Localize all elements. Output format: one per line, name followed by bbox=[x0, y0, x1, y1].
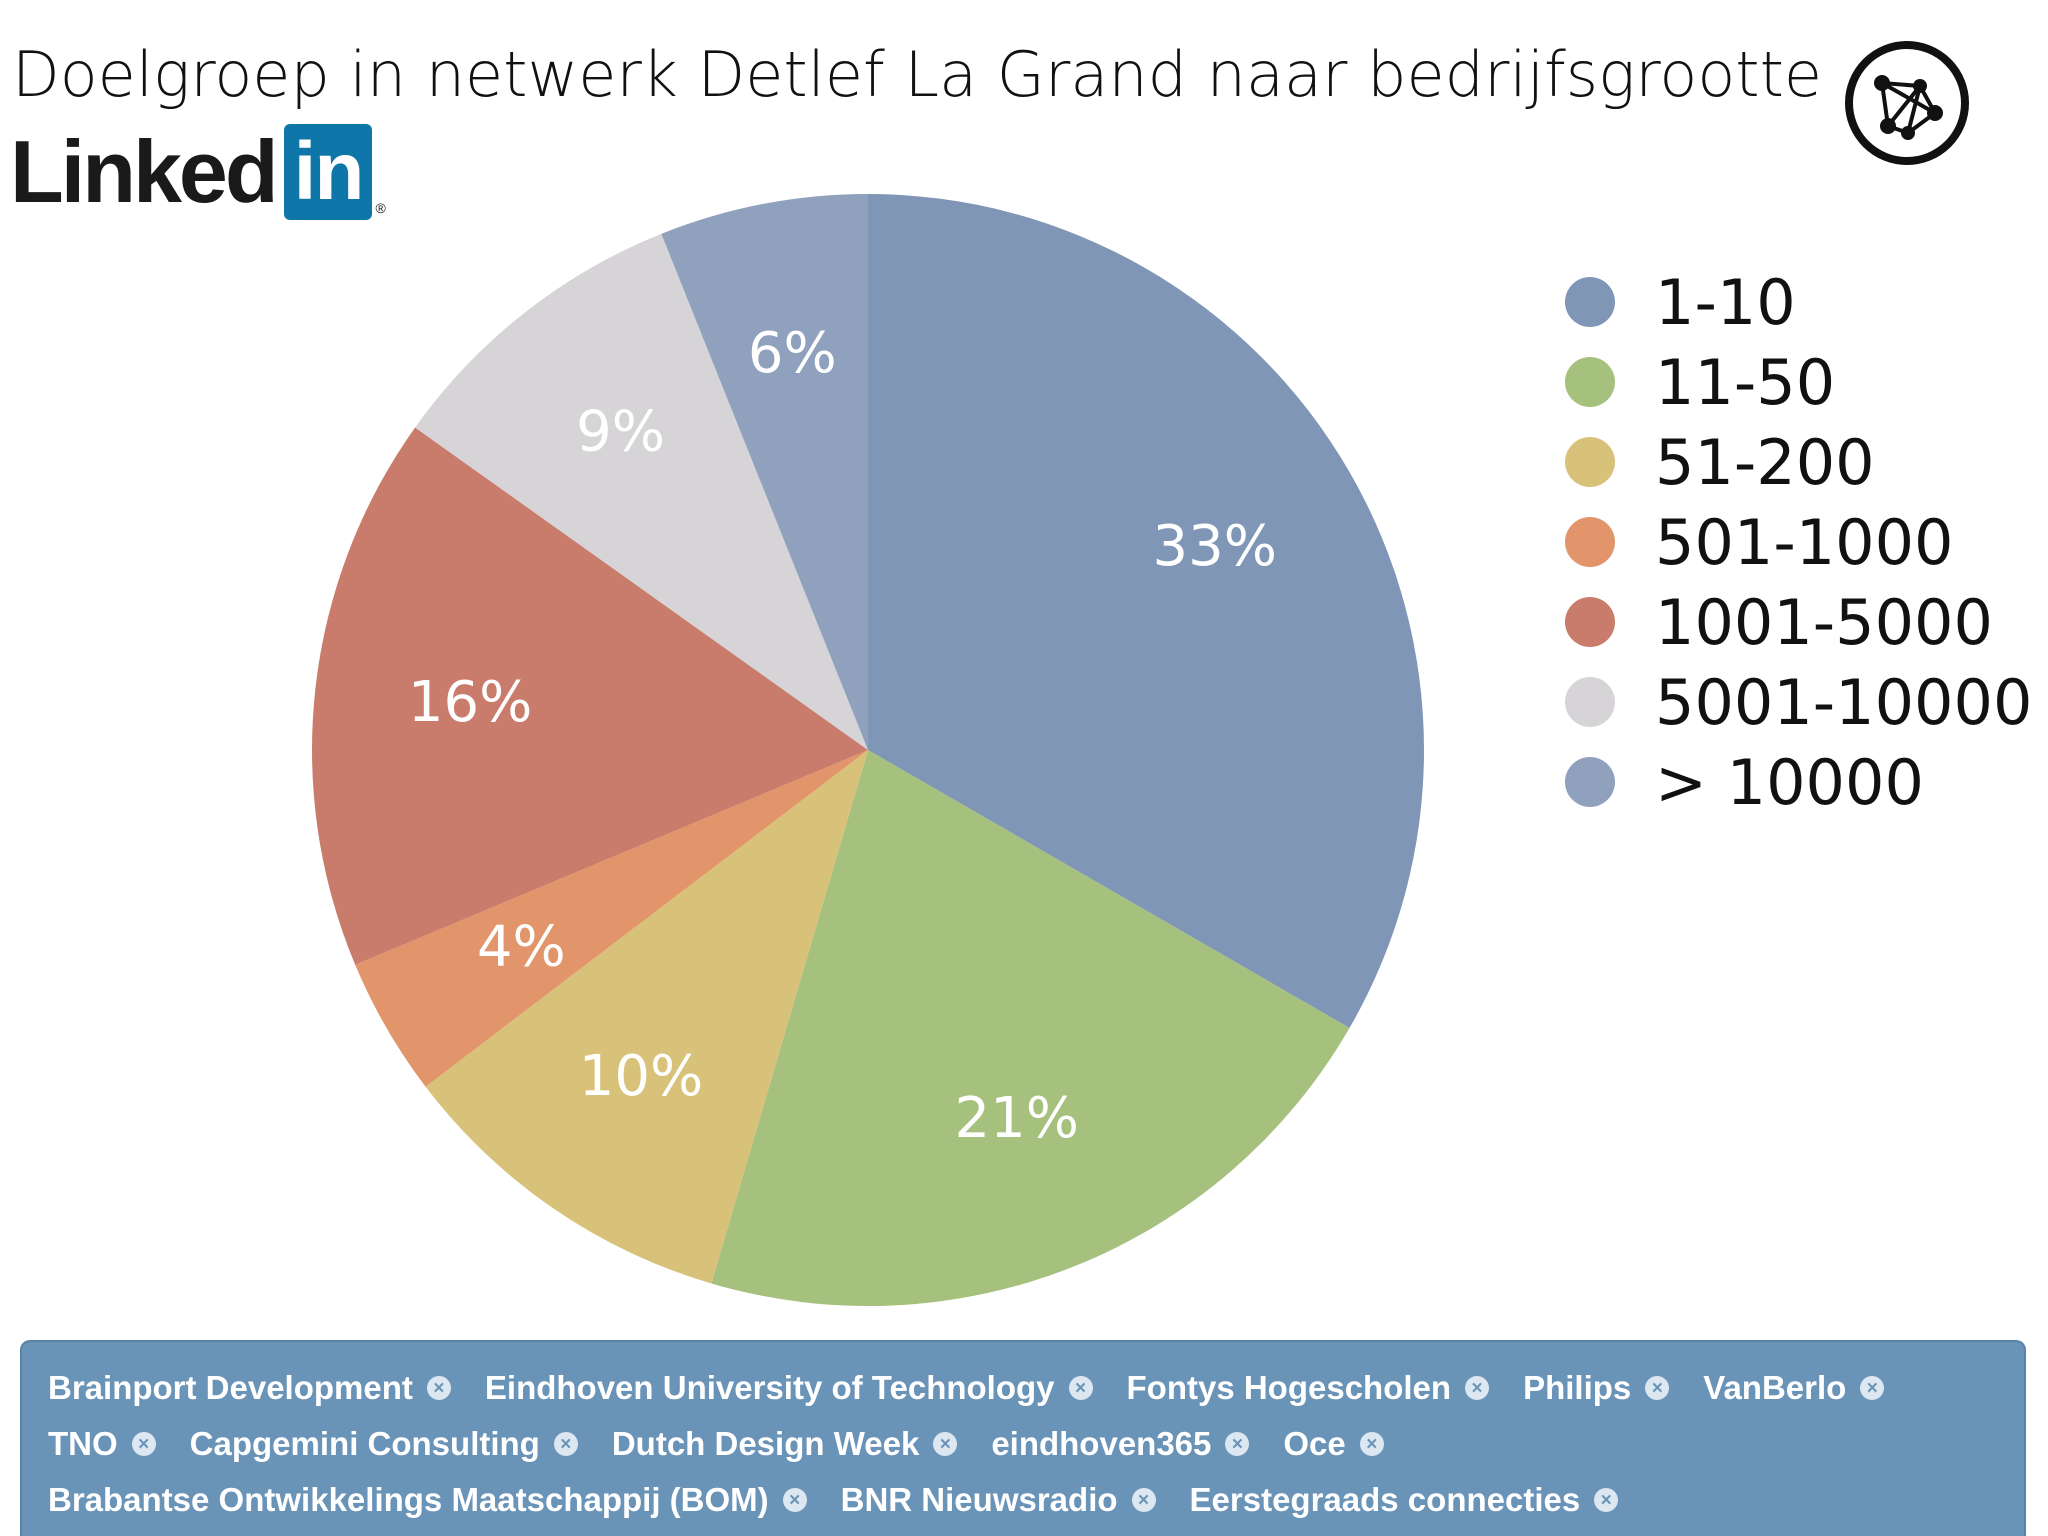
close-icon[interactable]: × bbox=[426, 1376, 451, 1400]
linkedin-logo-word: Linked bbox=[10, 122, 279, 221]
filter-row: TNO × Capgemini Consulting × Dutch Design We… bbox=[48, 1416, 2000, 1472]
close-icon[interactable]: × bbox=[1131, 1488, 1156, 1512]
filter-chip[interactable]: Eerstegraads connecties × bbox=[1190, 1481, 1619, 1519]
legend-swatch bbox=[1565, 277, 1615, 327]
filter-chip-label: Brainport Development bbox=[48, 1369, 413, 1406]
filter-chip-label: Oce bbox=[1283, 1425, 1346, 1462]
filter-chip-label: BNR Nieuwsradio bbox=[840, 1481, 1118, 1518]
linkedin-logo-registered: ® bbox=[375, 200, 386, 216]
legend-item: 11-50 bbox=[1565, 342, 2032, 422]
legend: 1-10 11-50 51-200 501-1000 1001-5000 5001-100… bbox=[1565, 262, 2032, 822]
pie-slice-5001-10000 bbox=[415, 233, 868, 751]
filter-chip[interactable]: Philips × bbox=[1523, 1369, 1670, 1407]
close-icon[interactable]: × bbox=[1359, 1432, 1384, 1456]
filter-chip[interactable]: VanBerlo × bbox=[1703, 1369, 1885, 1407]
legend-item: 1-10 bbox=[1565, 262, 2032, 342]
legend-item: 501-1000 bbox=[1565, 502, 2032, 582]
linkedin-logo-in: in bbox=[283, 124, 373, 220]
pie-labels: 33% 21% 10%4% 16% 9% 6% bbox=[408, 321, 1277, 1151]
filter-chip[interactable]: Oce × bbox=[1283, 1425, 1384, 1463]
close-icon[interactable]: × bbox=[933, 1432, 958, 1456]
pie-slice-label: 4% bbox=[477, 914, 566, 979]
legend-item: > 10000 bbox=[1565, 742, 2032, 822]
legend-swatch bbox=[1565, 757, 1615, 807]
pie-slices bbox=[312, 194, 1424, 1307]
filter-chip-label: TNO bbox=[48, 1425, 118, 1462]
pie-slice-51-200 bbox=[425, 750, 868, 1284]
legend-item: 1001-5000 bbox=[1565, 582, 2032, 662]
page-title: Doelgroep in netwerk Detlef La Grand naa… bbox=[12, 38, 1823, 111]
pie-slice-label: 10% bbox=[579, 1044, 703, 1109]
close-icon[interactable]: × bbox=[553, 1432, 578, 1456]
filter-chip-label: Philips bbox=[1523, 1369, 1632, 1406]
filter-chip[interactable]: Dutch Design Week × bbox=[611, 1425, 958, 1463]
filter-chip-label: Eindhoven University of Technology bbox=[484, 1369, 1055, 1406]
close-icon[interactable]: × bbox=[1465, 1376, 1490, 1400]
filter-chip[interactable]: Capgemini Consulting × bbox=[190, 1425, 578, 1463]
filter-chip-label: Dutch Design Week bbox=[611, 1425, 920, 1462]
filter-chip[interactable]: BNR Nieuwsradio × bbox=[841, 1481, 1156, 1519]
filter-row: Brabantse Ontwikkelings Maatschappij (BO… bbox=[48, 1472, 2000, 1528]
filter-chip-label: VanBerlo bbox=[1703, 1369, 1847, 1406]
pie-slice-11-50 bbox=[711, 750, 1350, 1307]
legend-swatch bbox=[1565, 597, 1615, 647]
legend-label: 51-200 bbox=[1655, 425, 1875, 499]
filter-chip[interactable]: Fontys Hogescholen × bbox=[1127, 1369, 1490, 1407]
pie-slice-label: 21% bbox=[955, 1086, 1079, 1151]
pie-slice-1001-5000 bbox=[312, 427, 869, 965]
filter-chip-label: Fontys Hogescholen bbox=[1126, 1369, 1452, 1406]
pie-slice-label: 16% bbox=[408, 670, 532, 735]
filter-chip-label: eindhoven365 bbox=[991, 1425, 1212, 1462]
close-icon[interactable]: × bbox=[1594, 1488, 1619, 1512]
legend-label: 1-10 bbox=[1655, 265, 1796, 339]
filter-chip-label: Capgemini Consulting bbox=[189, 1425, 540, 1462]
legend-label: 501-1000 bbox=[1655, 505, 1954, 579]
filter-chip[interactable]: Brainport Development × bbox=[48, 1369, 451, 1407]
filter-chip[interactable]: Brabantse Ontwikkelings Maatschappij (BO… bbox=[48, 1481, 807, 1519]
filter-bar: Brainport Development × Eindhoven Universi… bbox=[20, 1340, 2026, 1536]
legend-item: 51-200 bbox=[1565, 422, 2032, 502]
filter-chip[interactable]: TNO × bbox=[48, 1425, 156, 1463]
legend-swatch bbox=[1565, 437, 1615, 487]
close-icon[interactable]: × bbox=[1068, 1376, 1093, 1400]
legend-swatch bbox=[1565, 517, 1615, 567]
close-icon[interactable]: × bbox=[1225, 1432, 1250, 1456]
close-icon[interactable]: × bbox=[782, 1488, 807, 1512]
legend-label: 5001-10000 bbox=[1655, 665, 2033, 739]
filter-chip[interactable]: Eindhoven University of Technology × bbox=[485, 1369, 1093, 1407]
filter-chip-label: Brabantse Ontwikkelings Maatschappij (BO… bbox=[48, 1481, 769, 1518]
pie-slice-10000 bbox=[661, 194, 868, 750]
legend-label: > 10000 bbox=[1655, 745, 1924, 819]
filter-chip-label: Eerstegraads connecties bbox=[1189, 1481, 1581, 1518]
legend-item: 5001-10000 bbox=[1565, 662, 2032, 742]
linkedin-logo: Linked in ® bbox=[10, 122, 386, 222]
pie-slice-label: 33% bbox=[1152, 514, 1276, 579]
network-graph-icon bbox=[1845, 41, 1969, 165]
legend-label: 11-50 bbox=[1655, 345, 1836, 419]
close-icon[interactable]: × bbox=[1860, 1376, 1885, 1400]
legend-label: 1001-5000 bbox=[1655, 585, 1993, 659]
legend-swatch bbox=[1565, 357, 1615, 407]
pie-slice-501-1000 bbox=[355, 750, 868, 1087]
close-icon[interactable]: × bbox=[131, 1432, 156, 1456]
legend-swatch bbox=[1565, 677, 1615, 727]
filter-row: Brainport Development × Eindhoven Universi… bbox=[48, 1360, 2000, 1416]
pie-slice-label: 9% bbox=[576, 399, 665, 464]
close-icon[interactable]: × bbox=[1645, 1376, 1670, 1400]
pie-slice-label: 6% bbox=[748, 321, 837, 386]
filter-chip[interactable]: eindhoven365 × bbox=[991, 1425, 1250, 1463]
pie-slice-1-10 bbox=[868, 194, 1424, 1028]
